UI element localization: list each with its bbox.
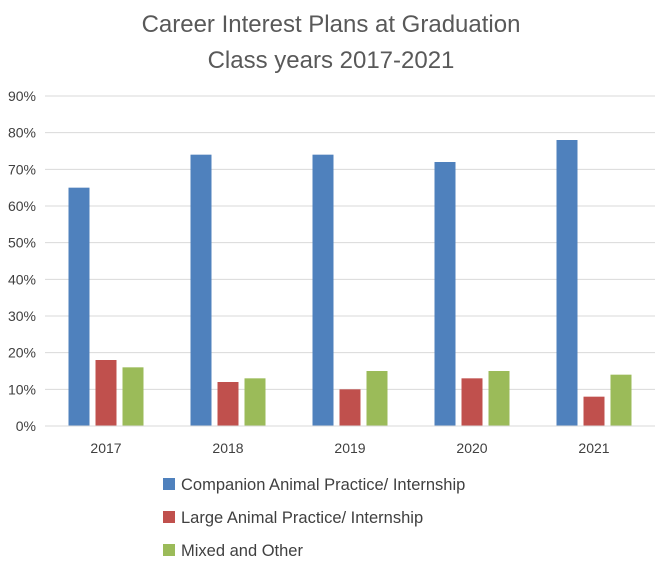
bars xyxy=(68,140,632,426)
x-axis: 2017 2018 2019 2020 2021 xyxy=(45,425,655,456)
bar xyxy=(217,382,239,426)
legend: Companion Animal Practice/ Internship Lar… xyxy=(163,476,465,560)
gridlines xyxy=(45,95,655,390)
y-tick-label: 30% xyxy=(8,308,36,324)
bar xyxy=(122,367,144,426)
x-tick-label: 2021 xyxy=(578,440,609,456)
y-tick-label: 60% xyxy=(8,198,36,214)
legend-swatch xyxy=(163,544,175,556)
y-axis: 0% 10% 20% 30% 40% 50% 60% 70% 80% 90% xyxy=(8,88,36,434)
bar xyxy=(190,154,212,426)
y-tick-label: 20% xyxy=(8,345,36,361)
legend-label: Large Animal Practice/ Internship xyxy=(181,509,423,527)
bar xyxy=(312,154,334,426)
y-tick-label: 40% xyxy=(8,271,36,287)
bar xyxy=(366,371,388,426)
y-tick-label: 0% xyxy=(16,418,36,434)
bar xyxy=(610,374,632,426)
y-tick-label: 80% xyxy=(8,125,36,141)
bar xyxy=(68,187,90,426)
chart-subtitle: Class years 2017-2021 xyxy=(208,47,455,74)
y-tick-label: 90% xyxy=(8,88,36,104)
bar xyxy=(556,140,578,426)
chart-title: Career Interest Plans at Graduation xyxy=(142,11,521,38)
x-tick-label: 2019 xyxy=(334,440,365,456)
legend-swatch xyxy=(163,478,175,490)
x-tick-label: 2017 xyxy=(90,440,121,456)
x-tick-label: 2020 xyxy=(456,440,487,456)
bar xyxy=(434,162,456,426)
bar xyxy=(461,378,483,426)
bar xyxy=(95,360,117,426)
y-tick-label: 10% xyxy=(8,381,36,397)
legend-swatch xyxy=(163,511,175,523)
y-tick-label: 50% xyxy=(8,235,36,251)
bar xyxy=(339,389,361,426)
bar xyxy=(488,371,510,426)
legend-label: Companion Animal Practice/ Internship xyxy=(181,476,465,494)
bar xyxy=(583,396,605,426)
y-tick-label: 70% xyxy=(8,161,36,177)
x-tick-label: 2018 xyxy=(212,440,243,456)
bar xyxy=(244,378,266,426)
legend-label: Mixed and Other xyxy=(181,542,303,560)
